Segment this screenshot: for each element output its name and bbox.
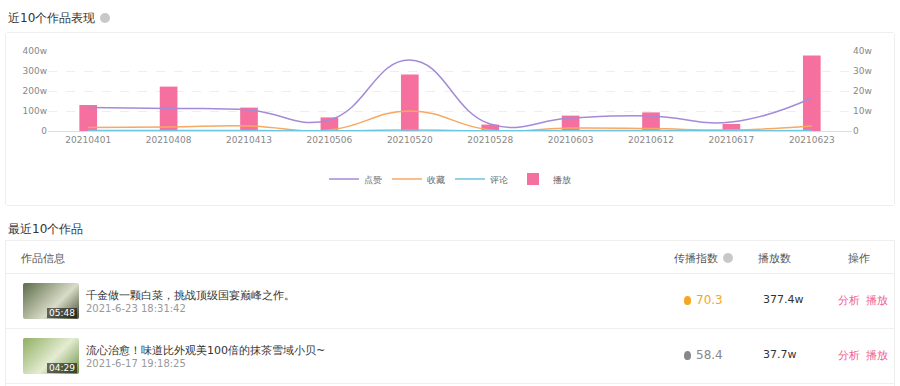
svg-text:10w: 10w <box>853 106 872 116</box>
svg-text:20210603: 20210603 <box>548 135 594 145</box>
svg-text:20210506: 20210506 <box>306 135 352 145</box>
svg-text:点赞: 点赞 <box>364 175 382 185</box>
svg-text:300w: 300w <box>22 66 47 76</box>
svg-text:评论: 评论 <box>490 175 508 185</box>
svg-text:20210413: 20210413 <box>226 135 272 145</box>
svg-text:40w: 40w <box>853 46 872 56</box>
html-text:播放: 播放 <box>866 349 888 362</box>
svg-text:20210528: 20210528 <box>467 135 513 145</box>
html-text:37.7w: 37.7w <box>763 348 797 361</box>
html-text:分析: 分析 <box>838 349 860 362</box>
svg-text:20210520: 20210520 <box>387 135 433 145</box>
html-text:播放: 播放 <box>866 294 888 307</box>
svg-text:收藏: 收藏 <box>427 175 445 185</box>
html-text:传播指数: 传播指数 <box>674 252 718 265</box>
html-text:2021-6-17 19:18:25: 2021-6-17 19:18:25 <box>86 358 186 369</box>
svg-text:30w: 30w <box>853 66 872 76</box>
html-text:流心治愈！味道比外观美100倍的抹茶雪域小贝~: 流心治愈！味道比外观美100倍的抹茶雪域小贝~ <box>86 344 326 357</box>
svg-text:20210612: 20210612 <box>628 135 674 145</box>
svg-text:200w: 200w <box>22 86 47 96</box>
svg-text:20210623: 20210623 <box>789 135 835 145</box>
html-text:操作: 操作 <box>848 252 870 265</box>
svg-text:20210408: 20210408 <box>146 135 192 145</box>
svg-text:0: 0 <box>853 126 859 136</box>
html-text:05:48: 05:48 <box>49 308 75 318</box>
html-text:近10个作品表现: 近10个作品表现 <box>8 11 96 25</box>
html-text:377.4w: 377.4w <box>763 293 804 306</box>
svg-text:400w: 400w <box>22 46 47 56</box>
svg-text:0: 0 <box>41 126 47 136</box>
html-text:2021-6-23 18:31:42: 2021-6-23 18:31:42 <box>86 303 186 314</box>
html-text:70.3: 70.3 <box>696 293 723 307</box>
svg-text:20w: 20w <box>853 86 872 96</box>
svg-text:20210617: 20210617 <box>708 135 754 145</box>
html-text:58.4: 58.4 <box>696 348 723 362</box>
svg-text:20210401: 20210401 <box>65 135 111 145</box>
html-text:千金做一颗白菜，挑战顶级国宴巅峰之作。: 千金做一颗白菜，挑战顶级国宴巅峰之作。 <box>86 289 295 302</box>
html-text:分析: 分析 <box>838 294 860 307</box>
html-text:04:29: 04:29 <box>49 363 75 373</box>
svg-text:播放: 播放 <box>553 175 571 185</box>
html-text:作品信息: 作品信息 <box>21 252 65 265</box>
html-text:最近10个作品: 最近10个作品 <box>8 222 84 236</box>
html-text:播放数: 播放数 <box>758 252 791 265</box>
svg-text:100w: 100w <box>22 106 47 116</box>
